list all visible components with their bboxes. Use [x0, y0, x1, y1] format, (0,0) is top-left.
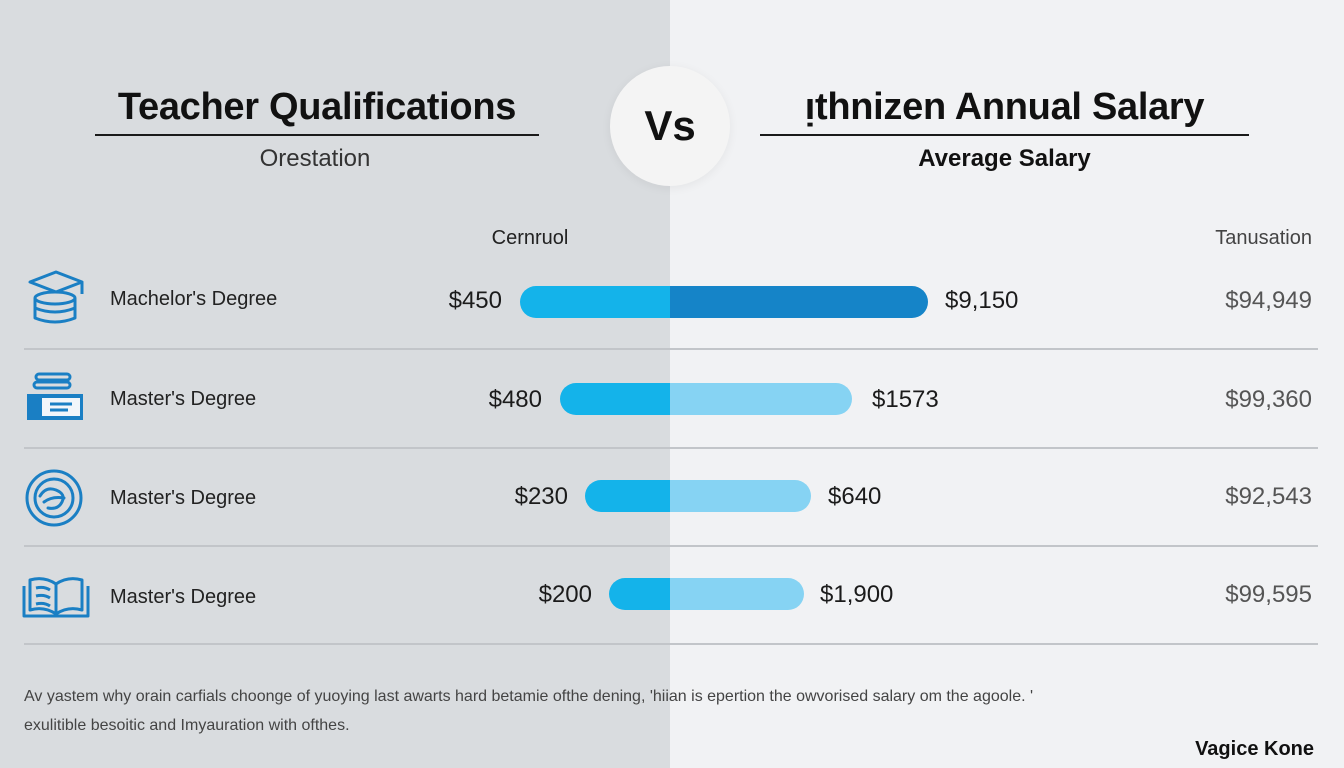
middle-column-header: Cernruol [491, 227, 569, 249]
left-value: $450 [448, 287, 502, 314]
left-title-underline [95, 134, 539, 136]
salary-bar [609, 578, 804, 610]
bar-segment-right [670, 286, 928, 318]
left-title: Teacher Qualifications [117, 86, 517, 128]
open-book-icon [22, 566, 90, 630]
left-subtitle: Orestation [259, 145, 371, 172]
bar-segment-left [520, 286, 670, 318]
right-value: $92,543 [1225, 483, 1312, 510]
left-value: $480 [488, 386, 542, 413]
bar-segment-right [670, 383, 852, 415]
salary-bar [520, 286, 928, 318]
bar-segment-left [560, 383, 670, 415]
right-value: $94,949 [1225, 287, 1312, 314]
vs-label: Vs [644, 102, 696, 149]
left-value: $200 [538, 581, 592, 608]
left-value: $230 [514, 483, 568, 510]
bar-segment-left [585, 480, 670, 512]
certificate-card-icon [22, 366, 86, 430]
row-label: Master's Degree [110, 487, 257, 509]
row-divider [24, 447, 1318, 449]
right-value: $99,360 [1225, 386, 1312, 413]
left-panel-background [0, 0, 670, 768]
footnote-line-2: exulitible besoitic and Imyauration with… [24, 717, 350, 734]
row-divider [24, 643, 1318, 645]
row-divider [24, 545, 1318, 547]
middle-value: $1,900 [820, 581, 894, 608]
middle-value: $1573 [872, 386, 939, 413]
right-title: ᴉthnizen Annual Salary [804, 86, 1205, 128]
bar-segment-right [670, 480, 811, 512]
row-divider [24, 348, 1318, 350]
bar-segment-right [670, 578, 804, 610]
row-label: Master's Degree [110, 388, 257, 410]
salary-bar [585, 480, 811, 512]
right-column-header: Tanusation [1215, 227, 1312, 249]
globe-emblem-icon [22, 466, 86, 530]
row-label: Master's Degree [110, 586, 257, 608]
middle-value: $9,150 [945, 287, 1019, 314]
bar-segment-left [609, 578, 670, 610]
middle-value: $640 [828, 483, 882, 510]
graduation-cap-stack-icon [22, 268, 86, 332]
right-title-underline [760, 134, 1249, 136]
right-value: $99,595 [1225, 581, 1312, 608]
right-subtitle: Average Salary [918, 145, 1091, 172]
author-signature: Vagice Kone [1195, 738, 1314, 760]
row-label: Machelor's Degree [110, 288, 278, 310]
footnote-line-1: Av yastem why orain carfials choonge of … [24, 688, 1034, 705]
vs-badge: Vs [610, 66, 730, 186]
salary-bar [560, 383, 852, 415]
